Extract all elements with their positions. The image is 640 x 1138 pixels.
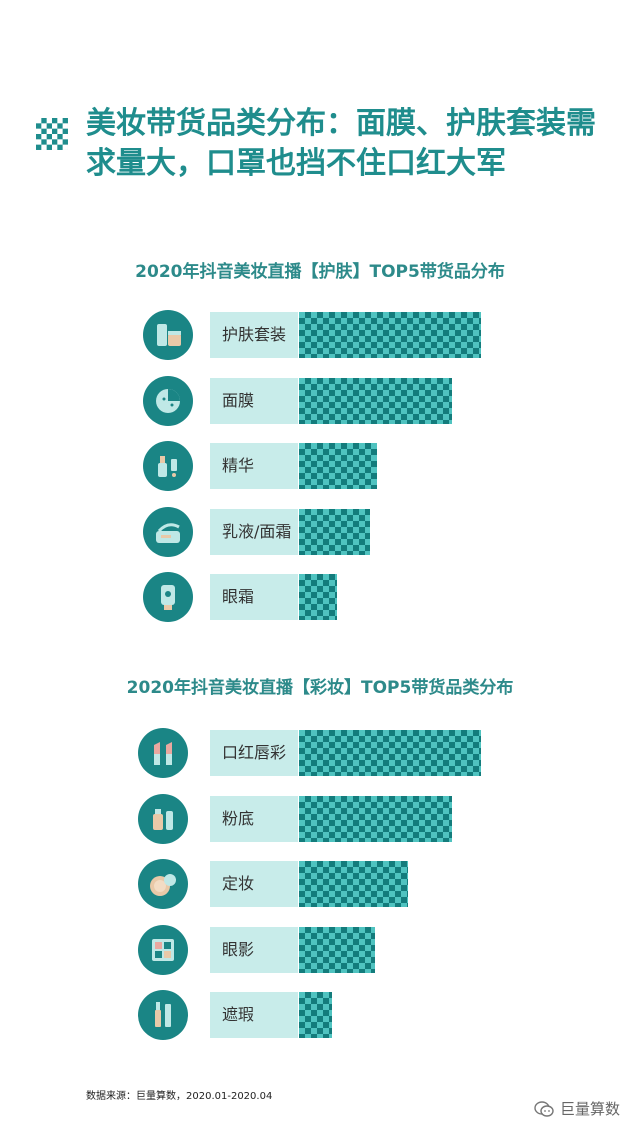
checker-title-icon xyxy=(36,118,68,150)
bar-row: 护肤套装 xyxy=(0,310,640,360)
bar xyxy=(299,992,332,1038)
category-label: 定妆 xyxy=(210,861,298,907)
bar-row: 乳液/面霜 xyxy=(0,506,640,557)
bar xyxy=(299,443,377,489)
cream-icon xyxy=(143,506,193,557)
wechat-icon xyxy=(534,1100,554,1117)
category-label: 口红唇彩 xyxy=(210,730,298,776)
bar-row: 遮瑕 xyxy=(0,990,640,1040)
data-source-note: 数据来源：巨量算数，2020.01-2020.04 xyxy=(86,1091,273,1102)
bar-row: 粉底 xyxy=(0,793,640,844)
category-label: 护肤套装 xyxy=(210,312,298,358)
chart-title: 2020年抖音美妆直播【护肤】TOP5带货品分布 xyxy=(135,262,505,282)
bar xyxy=(299,861,408,907)
watermark-label: 巨量算数 xyxy=(559,1100,620,1118)
category-label: 精华 xyxy=(210,443,298,489)
lipstick-icon xyxy=(138,728,188,778)
bar-row: 精华 xyxy=(0,441,640,491)
skincare-set-icon xyxy=(143,310,193,360)
bar xyxy=(299,377,452,424)
eyeshadow-palette-icon xyxy=(138,924,188,975)
category-label: 眼霜 xyxy=(210,574,298,620)
powder-compact-icon xyxy=(138,859,188,909)
category-label: 粉底 xyxy=(210,795,298,842)
bar-row: 定妆 xyxy=(0,859,640,909)
category-label: 遮瑕 xyxy=(210,992,298,1038)
bar-row: 口红唇彩 xyxy=(0,728,640,778)
bar xyxy=(299,730,481,776)
concealer-icon xyxy=(138,990,188,1040)
watermark: 巨量算数 xyxy=(534,1098,620,1119)
bar xyxy=(299,926,375,973)
bar-row: 眼霜 xyxy=(0,572,640,622)
bar xyxy=(299,795,452,842)
category-label: 眼影 xyxy=(210,926,298,973)
foundation-icon xyxy=(138,793,188,844)
bar-row: 眼影 xyxy=(0,924,640,975)
page-title: 美妆带货品类分布：面膜、护肤套装需求量大，口罩也挡不住口红大军 xyxy=(86,106,596,181)
eye-cream-icon xyxy=(143,572,193,622)
chart-title: 2020年抖音美妆直播【彩妆】TOP5带货品类分布 xyxy=(126,678,514,698)
bar xyxy=(299,574,337,620)
bar-row: 面膜 xyxy=(0,375,640,426)
serum-icon xyxy=(143,441,193,491)
title-block: 美妆带货品类分布：面膜、护肤套装需求量大，口罩也挡不住口红大军 xyxy=(36,104,616,184)
face-mask-icon xyxy=(143,375,193,426)
bar xyxy=(299,508,370,555)
bar xyxy=(299,312,481,358)
category-label: 面膜 xyxy=(210,377,298,424)
category-label: 乳液/面霜 xyxy=(210,508,298,555)
